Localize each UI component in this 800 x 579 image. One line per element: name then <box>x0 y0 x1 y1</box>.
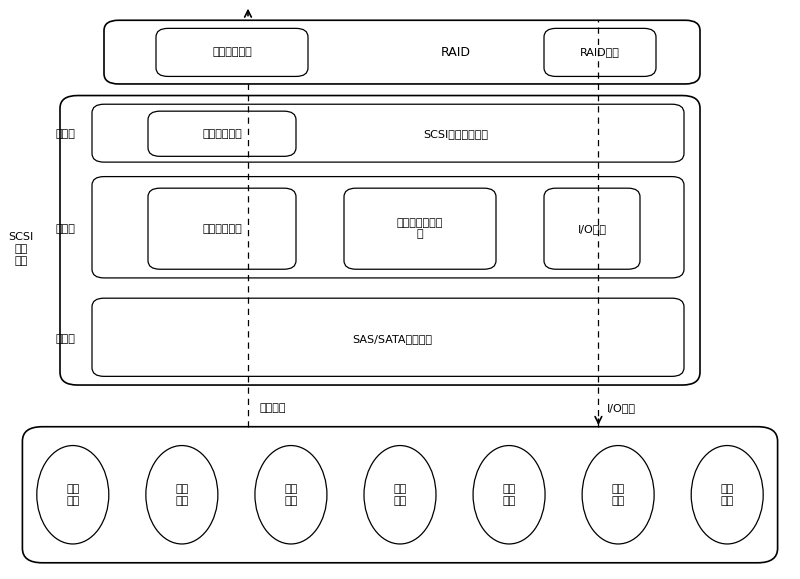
FancyBboxPatch shape <box>544 28 656 76</box>
Text: 硬盘
设备: 硬盘 设备 <box>611 484 625 505</box>
FancyBboxPatch shape <box>148 111 296 156</box>
Text: 硬盘错误处理: 硬盘错误处理 <box>212 47 252 57</box>
FancyBboxPatch shape <box>544 188 640 269</box>
FancyBboxPatch shape <box>92 177 684 278</box>
FancyBboxPatch shape <box>92 104 684 162</box>
Text: 感测数据处理: 感测数据处理 <box>202 223 242 234</box>
Ellipse shape <box>364 446 436 544</box>
Text: RAID功能: RAID功能 <box>580 47 620 57</box>
Ellipse shape <box>146 446 218 544</box>
Ellipse shape <box>691 446 763 544</box>
Text: I/O命令: I/O命令 <box>606 403 635 413</box>
Text: 底层驱动程序注
册: 底层驱动程序注 册 <box>397 218 443 240</box>
Text: 硬盘
设备: 硬盘 设备 <box>284 484 298 505</box>
FancyBboxPatch shape <box>92 298 684 376</box>
Ellipse shape <box>37 446 109 544</box>
Text: SAS/SATA驱动程序: SAS/SATA驱动程序 <box>352 334 432 344</box>
Text: 硬盘
设备: 硬盘 设备 <box>721 484 734 505</box>
Text: 硬盘
设备: 硬盘 设备 <box>66 484 79 505</box>
Text: SCSI
驱动
程序: SCSI 驱动 程序 <box>8 232 34 266</box>
FancyBboxPatch shape <box>104 20 700 84</box>
Text: 较高层: 较高层 <box>56 129 75 140</box>
Text: SCSI硬盘驱动程序: SCSI硬盘驱动程序 <box>423 129 489 140</box>
Ellipse shape <box>473 446 545 544</box>
FancyBboxPatch shape <box>156 28 308 76</box>
Text: I/O转发: I/O转发 <box>578 223 606 234</box>
FancyBboxPatch shape <box>344 188 496 269</box>
Text: 硬盘
设备: 硬盘 设备 <box>394 484 406 505</box>
Text: 硬盘
设备: 硬盘 设备 <box>175 484 189 505</box>
Text: 感测数据处理: 感测数据处理 <box>202 129 242 139</box>
Text: 硬盘
设备: 硬盘 设备 <box>502 484 516 505</box>
FancyBboxPatch shape <box>148 188 296 269</box>
Ellipse shape <box>255 446 327 544</box>
Text: 较低层: 较低层 <box>56 334 75 344</box>
Ellipse shape <box>582 446 654 544</box>
FancyBboxPatch shape <box>22 427 778 563</box>
FancyBboxPatch shape <box>60 96 700 385</box>
Text: 中间层: 中间层 <box>56 223 75 234</box>
Text: 命令响应: 命令响应 <box>260 403 286 413</box>
Text: RAID: RAID <box>441 46 471 58</box>
